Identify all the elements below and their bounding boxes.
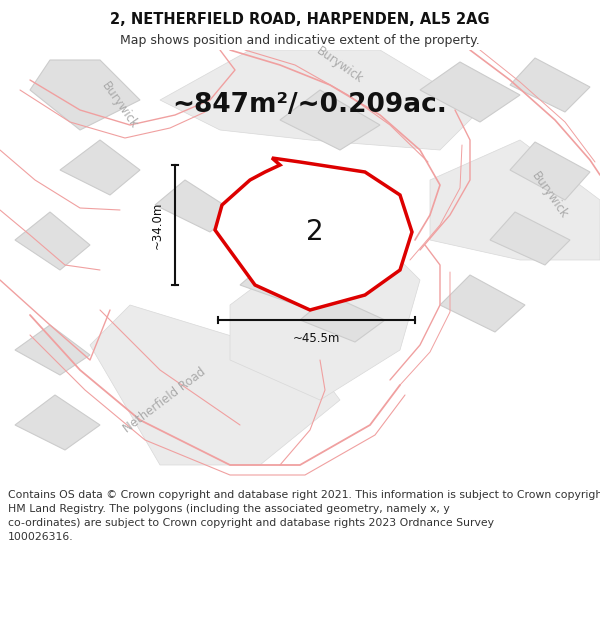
- Text: ~34.0m: ~34.0m: [151, 201, 163, 249]
- Text: 2, NETHERFIELD ROAD, HARPENDEN, AL5 2AG: 2, NETHERFIELD ROAD, HARPENDEN, AL5 2AG: [110, 12, 490, 27]
- Text: Burywick: Burywick: [529, 169, 571, 221]
- Polygon shape: [440, 275, 525, 332]
- Text: co-ordinates) are subject to Crown copyright and database rights 2023 Ordnance S: co-ordinates) are subject to Crown copyr…: [8, 518, 494, 528]
- Text: Map shows position and indicative extent of the property.: Map shows position and indicative extent…: [120, 34, 480, 47]
- Text: ~847m²/~0.209ac.: ~847m²/~0.209ac.: [173, 92, 448, 118]
- Polygon shape: [510, 142, 590, 200]
- Text: Contains OS data © Crown copyright and database right 2021. This information is : Contains OS data © Crown copyright and d…: [8, 490, 600, 500]
- Polygon shape: [240, 255, 335, 308]
- Polygon shape: [280, 90, 380, 150]
- Polygon shape: [160, 50, 480, 150]
- Text: Burywick: Burywick: [99, 79, 141, 131]
- Text: HM Land Registry. The polygons (including the associated geometry, namely x, y: HM Land Registry. The polygons (includin…: [8, 504, 450, 514]
- Polygon shape: [300, 295, 385, 342]
- Text: Burywick: Burywick: [314, 44, 366, 86]
- Polygon shape: [215, 158, 412, 310]
- Polygon shape: [90, 305, 340, 465]
- Text: 100026316.: 100026316.: [8, 532, 74, 542]
- Polygon shape: [510, 58, 590, 112]
- Polygon shape: [420, 62, 520, 122]
- Polygon shape: [15, 395, 100, 450]
- Polygon shape: [60, 140, 140, 195]
- Polygon shape: [15, 212, 90, 270]
- Text: Netherfield Road: Netherfield Road: [121, 365, 209, 435]
- Text: 2: 2: [306, 218, 324, 246]
- Polygon shape: [230, 240, 420, 400]
- Polygon shape: [490, 212, 570, 265]
- Polygon shape: [15, 325, 90, 375]
- Text: ~45.5m: ~45.5m: [293, 331, 340, 344]
- Polygon shape: [430, 140, 600, 260]
- Polygon shape: [155, 180, 235, 232]
- Polygon shape: [30, 60, 140, 130]
